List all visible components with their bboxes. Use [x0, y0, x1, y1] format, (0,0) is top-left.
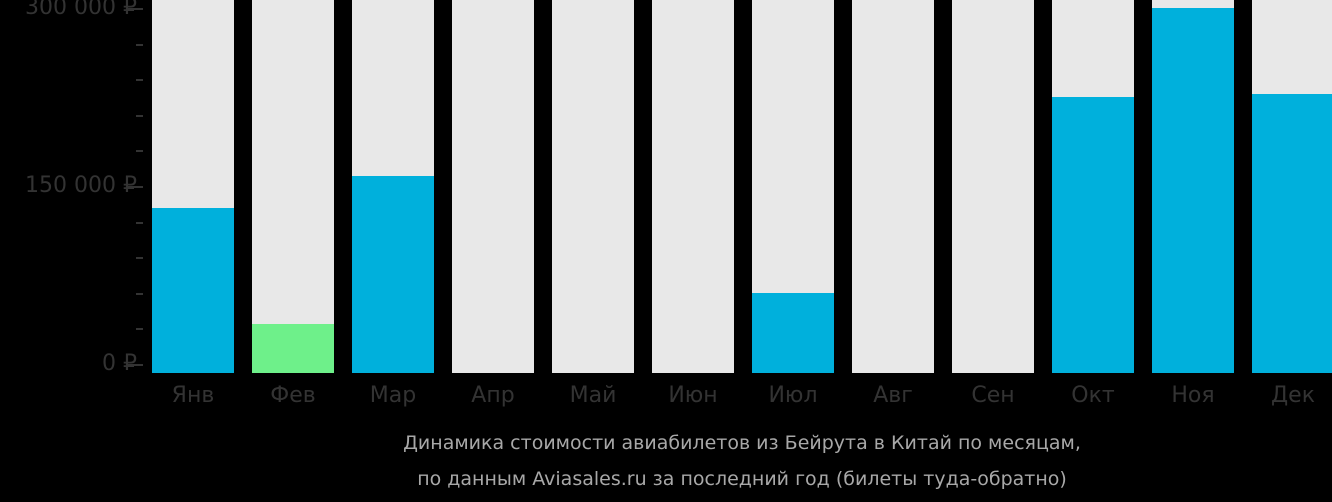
bar-value [252, 324, 334, 373]
bar-column-7[interactable] [752, 0, 834, 373]
bar-column-4[interactable] [452, 0, 534, 373]
bar-column-10[interactable] [1052, 0, 1134, 373]
bar-column-12[interactable] [1252, 0, 1332, 373]
x-tick-label: Сен [971, 383, 1015, 408]
minor-tick [136, 150, 143, 153]
minor-tick [136, 221, 143, 224]
y-tick-label: 150 000 ₽ [25, 173, 137, 198]
y-tick-label: 300 000 ₽ [25, 0, 137, 20]
bar-value [352, 176, 434, 373]
minor-tick [136, 328, 143, 331]
bar-value [152, 208, 234, 373]
minor-tick [136, 292, 143, 295]
x-tick-label: Май [569, 383, 617, 408]
x-tick-label: Янв [171, 383, 215, 408]
chart-title: Динамика стоимости авиабилетов из Бейрут… [403, 432, 1081, 454]
minor-tick [136, 43, 143, 46]
bar-column-1[interactable] [152, 0, 234, 373]
bar-column-9[interactable] [952, 0, 1034, 373]
bar-column-5[interactable] [552, 0, 634, 373]
x-tick-label: Апр [471, 383, 515, 408]
bar-value [1252, 94, 1332, 373]
minor-tick [136, 79, 143, 82]
major-tick [128, 186, 143, 188]
major-tick [128, 8, 143, 10]
bar-value [752, 293, 834, 373]
bar-column-11[interactable] [1152, 0, 1234, 373]
x-tick-label: Июл [768, 383, 818, 408]
minor-tick [136, 257, 143, 260]
bar-value [1152, 8, 1234, 373]
x-tick-label: Июн [668, 383, 718, 408]
y-tick-label: 0 ₽ [102, 351, 137, 376]
bar-column-8[interactable] [852, 0, 934, 373]
x-tick-label: Дек [1270, 383, 1315, 408]
minor-tick [136, 114, 143, 117]
major-tick [128, 364, 143, 366]
x-tick-label: Мар [369, 383, 417, 408]
chart-subtitle: по данным Aviasales.ru за последний год … [417, 468, 1067, 490]
x-tick-label: Окт [1071, 383, 1115, 408]
bar-value [1052, 97, 1134, 373]
x-tick-label: Фев [270, 383, 316, 408]
x-tick-label: Авг [873, 383, 913, 408]
bar-column-3[interactable] [352, 0, 434, 373]
bar-column-2[interactable] [252, 0, 334, 373]
x-tick-label: Ноя [1171, 383, 1215, 408]
bar-column-6[interactable] [652, 0, 734, 373]
